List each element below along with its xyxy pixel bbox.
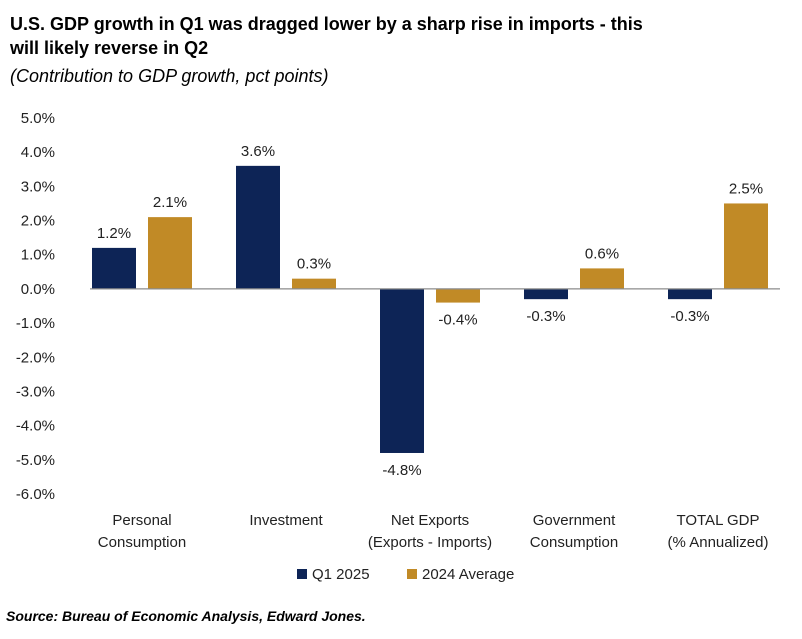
y-tick-label: 2.0% <box>21 213 55 230</box>
data-label: 3.6% <box>241 143 275 160</box>
chart-title: U.S. GDP growth in Q1 was dragged lower … <box>10 12 710 60</box>
y-tick-label: -3.0% <box>16 383 55 400</box>
chart-title-line-1: U.S. GDP growth in Q1 was dragged lower … <box>10 14 643 34</box>
category-label: Investment <box>249 512 323 529</box>
y-tick-label: 0.0% <box>21 281 55 298</box>
y-tick-label: -2.0% <box>16 349 55 366</box>
y-tick-label: -5.0% <box>16 452 55 469</box>
data-label: 2.5% <box>729 180 763 197</box>
category-label: (% Annualized) <box>668 534 769 551</box>
chart-subtitle: (Contribution to GDP growth, pct points) <box>10 66 329 86</box>
bar-q1-2025 <box>524 288 568 300</box>
category-label: Net Exports <box>391 512 469 529</box>
y-tick-label: -6.0% <box>16 486 55 503</box>
bar-2024-average <box>724 203 768 289</box>
bar-2024-average <box>580 268 624 289</box>
data-label: -0.4% <box>438 312 477 329</box>
data-label: 0.6% <box>585 245 619 262</box>
y-tick-label: 3.0% <box>21 178 55 195</box>
bar-q1-2025 <box>380 288 424 453</box>
y-tick-label: 5.0% <box>21 110 55 127</box>
bar-2024-average <box>436 288 480 303</box>
data-label: -4.8% <box>382 462 421 479</box>
bar-q1-2025 <box>92 247 136 289</box>
bar-2024-average <box>148 217 192 289</box>
bar-2024-average <box>292 278 336 289</box>
y-tick-label: -1.0% <box>16 315 55 332</box>
bar-chart: 5.0% 4.0% 3.0% 2.0% 1.0% 0.0% -1.0% -2.0% -3.0% -… <box>16 110 780 583</box>
bar-q1-2025 <box>668 288 712 300</box>
category-label: (Exports - Imports) <box>368 534 492 551</box>
data-label: 1.2% <box>97 225 131 242</box>
bar-q1-2025 <box>236 165 280 289</box>
category-label: TOTAL GDP <box>676 512 759 529</box>
y-tick-label: -4.0% <box>16 418 55 435</box>
legend-label: 2024 Average <box>422 566 514 583</box>
category-label: Consumption <box>530 534 618 551</box>
category-label: Government <box>533 512 616 529</box>
category-label: Personal <box>112 512 171 529</box>
legend-swatch <box>297 569 307 579</box>
data-label: -0.3% <box>526 308 565 325</box>
y-tick-label: 4.0% <box>21 144 55 161</box>
source-note: Source: Bureau of Economic Analysis, Edw… <box>6 608 366 624</box>
data-label: -0.3% <box>670 308 709 325</box>
chart-title-line-2: will likely reverse in Q2 <box>10 38 209 58</box>
legend-label: Q1 2025 <box>312 566 370 583</box>
y-tick-label: 1.0% <box>21 247 55 264</box>
category-label: Consumption <box>98 534 186 551</box>
data-label: 0.3% <box>297 256 331 273</box>
legend-swatch <box>407 569 417 579</box>
data-label: 2.1% <box>153 194 187 211</box>
